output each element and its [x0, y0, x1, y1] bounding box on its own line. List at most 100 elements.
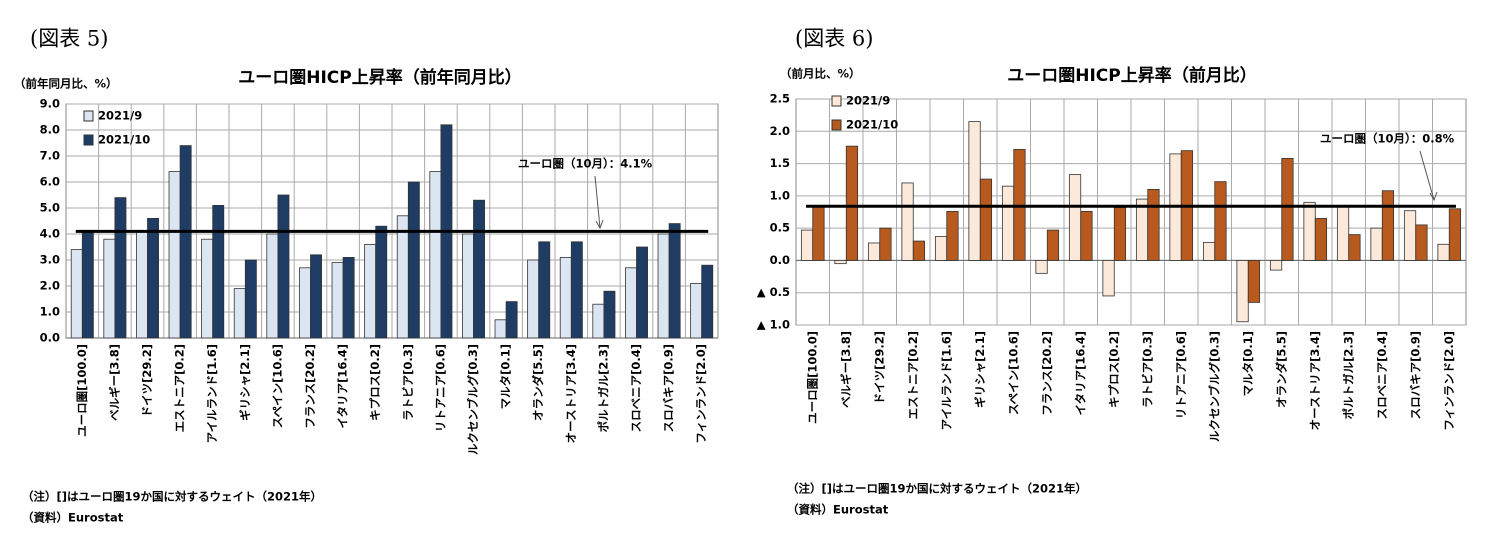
x-tick-label: フランス[20.2]: [1040, 331, 1054, 416]
bar: [1202, 241, 1216, 261]
bar: [364, 243, 377, 339]
bar: [462, 233, 474, 339]
y-tick-label: 0.0: [770, 253, 790, 267]
bar: [1035, 260, 1048, 274]
bar: [212, 204, 225, 339]
bar: [375, 225, 388, 339]
x-tick-label: ドイツ[29.2]: [872, 331, 886, 404]
bar: [834, 260, 847, 265]
bar: [812, 205, 825, 261]
x-tick-label: ベルギー[3.8]: [107, 344, 121, 421]
x-tick-label: ルクセンブルグ[0.3]: [1207, 331, 1221, 442]
bar: [625, 267, 637, 339]
x-tick-label: ポルトガル[2.3]: [596, 344, 610, 432]
annotation-arrow: [1419, 150, 1435, 201]
x-tick-label: オーストリア[3.4]: [564, 344, 578, 443]
x-tick-label: リトアニア[0.6]: [433, 344, 447, 432]
bar: [1068, 174, 1082, 261]
x-tick-label: ギリシャ[2.1]: [973, 331, 987, 408]
bar: [147, 217, 159, 339]
x-tick-label: フランス[20.2]: [303, 344, 317, 429]
bar: [934, 236, 948, 261]
annotation-arrow: [594, 175, 601, 229]
figure-label: (図表 5): [30, 27, 108, 51]
bar: [310, 254, 322, 339]
annotation-arrowhead: [1429, 191, 1438, 202]
bar: [396, 215, 409, 339]
y-tick-label: 0.5: [770, 221, 790, 235]
legend-swatch: [83, 134, 94, 146]
chart-title: ユーロ圏HICP上昇率（前年同月比）: [238, 67, 522, 88]
bar: [603, 290, 616, 339]
bar: [1437, 243, 1450, 261]
bar: [1314, 218, 1328, 261]
bar: [103, 238, 116, 339]
x-tick-label: オランダ[5.5]: [1274, 331, 1288, 408]
bar: [168, 171, 181, 339]
bar: [800, 229, 814, 261]
bar: [701, 264, 714, 339]
legend-swatch: [83, 110, 94, 122]
y-tick-label: 1.5: [770, 156, 790, 170]
y-tick-label: 2.0: [770, 124, 790, 138]
bar: [1214, 181, 1227, 261]
bar: [1080, 210, 1093, 261]
x-tick-label: オーストリア[3.4]: [1308, 331, 1322, 430]
x-tick-label: マルタ[0.1]: [1241, 331, 1255, 396]
y-tick-label: 9.0: [40, 97, 60, 111]
y-tick-label: 0.0: [40, 331, 60, 345]
bar: [473, 199, 485, 339]
x-tick-label: ポルトガル[2.3]: [1341, 331, 1355, 419]
x-tick-label: アイルランド[1.6]: [205, 344, 219, 443]
legend-label: 2021/9: [846, 94, 890, 108]
bar: [668, 223, 681, 339]
bar: [244, 259, 257, 339]
y-axis-title: （前月比、%）: [780, 67, 861, 81]
bar: [1381, 190, 1395, 261]
x-tick-label: リトアニア[0.6]: [1174, 331, 1188, 419]
x-tick-label: イタリア[16.4]: [336, 344, 350, 428]
bar: [636, 246, 648, 339]
legend-label: 2021/10: [846, 118, 898, 132]
y-tick-label: 1.0: [770, 188, 790, 202]
bar: [570, 241, 583, 339]
x-tick-label: ラトビア[0.3]: [401, 344, 415, 421]
legend-label: 2021/9: [98, 109, 142, 123]
bar: [559, 256, 572, 339]
bar: [429, 171, 442, 339]
x-tick-label: スロバキア[0.9]: [662, 344, 676, 432]
bar: [1147, 188, 1160, 261]
bar: [277, 194, 290, 339]
x-tick-label: エストニア[0.2]: [173, 344, 187, 432]
x-tick-label: マルタ[0.1]: [499, 344, 513, 409]
x-tick-label: ギリシャ[2.1]: [238, 344, 252, 421]
x-tick-label: ドイツ[29.2]: [140, 344, 154, 417]
bar: [1336, 205, 1350, 261]
bar: [912, 240, 926, 261]
bar: [867, 242, 881, 261]
y-tick-label: 2.5: [770, 92, 790, 106]
bar: [879, 227, 892, 261]
y-tick-label: 8.0: [40, 123, 60, 137]
x-tick-label: エストニア[0.2]: [906, 331, 920, 419]
bar: [81, 230, 94, 339]
y-tick-label: 6.0: [40, 175, 60, 189]
bar: [1135, 198, 1149, 261]
legend-label: 2021/10: [98, 133, 150, 147]
y-tick-label: 4.0: [40, 227, 60, 241]
bar: [201, 238, 214, 339]
bar: [1102, 260, 1115, 297]
x-tick-label: フィンランド[2.0]: [1442, 331, 1456, 431]
bar: [1113, 207, 1127, 261]
x-tick-label: アイルランド[1.6]: [939, 331, 953, 430]
bar: [1403, 210, 1417, 261]
bar: [179, 145, 192, 339]
y-tick-label: 5.0: [40, 201, 60, 215]
source: （資料）Eurostat: [22, 511, 124, 525]
bar: [845, 145, 859, 261]
y-tick-label: 7.0: [40, 149, 60, 163]
bar: [690, 282, 703, 339]
bar: [1001, 185, 1015, 261]
x-tick-label: スロバキア[0.9]: [1408, 331, 1422, 419]
